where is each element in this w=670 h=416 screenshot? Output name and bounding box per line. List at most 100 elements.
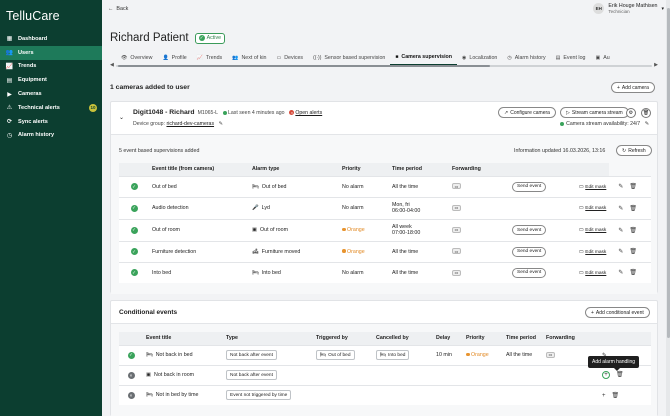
sidebar-item-trends[interactable]: 📈 Trends <box>0 60 102 74</box>
pencil-icon[interactable]: ✎ <box>602 352 607 359</box>
tab-scrollbar[interactable]: ◀ ▶ <box>110 62 658 68</box>
pencil-icon[interactable]: ✎ <box>218 121 223 127</box>
column-header: Priority <box>463 332 503 345</box>
scrollbar-thumb[interactable] <box>118 64 490 67</box>
sidebar-item-alarm-history[interactable]: ◷ Alarm history <box>0 129 102 143</box>
event-icon: 🛏 <box>146 392 153 399</box>
forwarding[interactable]: ▭ <box>449 240 509 262</box>
forwarding[interactable]: ▭ <box>449 218 509 241</box>
pencil-icon[interactable]: ✎ <box>618 184 624 190</box>
add-camera-button[interactable]: + Add camera <box>611 82 655 93</box>
tab-localization[interactable]: ◉ Localization <box>462 55 498 61</box>
device-group-link[interactable]: richard-dev-cameras <box>166 121 215 127</box>
tab-devices[interactable]: ▭ Devices <box>276 55 304 61</box>
tab-trends[interactable]: 📈 Trends <box>196 55 223 61</box>
tab-profile[interactable]: 👤 Profile <box>162 55 187 61</box>
trash-icon[interactable]: 🗑 <box>629 227 637 234</box>
plus-icon: + <box>591 309 594 316</box>
alarm-type: 🛏 Out of bed <box>249 175 339 197</box>
tab-alarm-history[interactable]: ◷ Alarm history <box>507 55 546 61</box>
forwarding[interactable]: ▭ <box>543 344 593 365</box>
tab-au[interactable]: ▣ Au <box>595 55 610 61</box>
stream-camera-button[interactable]: ▷ Stream camera stream <box>560 107 629 118</box>
trash-icon[interactable]: 🗑 <box>629 184 637 190</box>
plus-icon: + <box>617 84 620 91</box>
forwarding[interactable]: ▭ <box>449 261 509 283</box>
event-title: Audio detection <box>149 196 249 219</box>
sidebar-item-users[interactable]: 👥 Users <box>0 45 102 60</box>
trash-icon[interactable]: 🗑 <box>641 108 651 118</box>
edit-mask-link[interactable]: Edit mask <box>585 270 607 276</box>
pencil-icon[interactable]: ✎ <box>618 227 624 234</box>
forwarding[interactable]: ▭ <box>449 196 509 219</box>
forwarding[interactable] <box>543 364 593 385</box>
send-event-button[interactable]: Send event <box>512 225 547 235</box>
edit-mask-link[interactable]: Edit mask <box>585 184 607 190</box>
trash-icon[interactable]: 🗑 <box>629 270 637 277</box>
tab-event-log[interactable]: ▤ Event log <box>555 55 586 61</box>
sidebar-item-dashboard[interactable]: ▦ Dashboard <box>0 32 102 46</box>
user-menu[interactable]: EH Erik Houge Mathisen Technician ▾ <box>593 3 664 14</box>
open-alerts-link[interactable]: Open alerts <box>295 110 323 116</box>
chevron-down-icon[interactable]: ⌄ <box>119 115 125 121</box>
check-icon: ✓ <box>127 351 135 359</box>
pencil-icon[interactable]: ✎ <box>644 121 649 127</box>
cancelled-by <box>373 364 433 385</box>
event-title: Furniture detection <box>149 240 249 262</box>
trash-icon[interactable]: 🗑 <box>616 372 624 378</box>
tab-overview[interactable]: 👁 Overview <box>121 55 153 61</box>
send-event-button[interactable]: Send event <box>512 181 547 192</box>
sidebar-item-equipment[interactable]: ▤ Equipment <box>0 73 102 87</box>
delay <box>433 364 463 385</box>
refresh-button[interactable]: ↻ Refresh <box>616 145 652 156</box>
column-header: Event title <box>143 332 223 345</box>
tab-icon: 👁 <box>121 55 128 61</box>
page-scrollbar[interactable] <box>666 0 670 416</box>
add-conditional-event-button[interactable]: + Add conditional event <box>585 307 650 318</box>
pencil-icon[interactable]: ✎ <box>618 249 624 255</box>
check-icon: ✓ <box>130 204 138 212</box>
sidebar-item-technical-alerts[interactable]: ⚠ Technical alerts 10 <box>0 101 102 115</box>
send-event-button[interactable]: Send event <box>512 267 547 278</box>
check-icon: ✓ <box>130 269 138 277</box>
top-bar: ← Back EH Erik Houge Mathisen Technician… <box>102 0 670 20</box>
trash-icon[interactable]: 🗑 <box>611 392 620 399</box>
time-period: All the time <box>389 175 449 197</box>
edit-mask-link[interactable]: Edit mask <box>585 228 607 233</box>
send-event-button[interactable]: Send event <box>512 246 547 257</box>
trash-icon[interactable]: 🗑 <box>629 249 637 255</box>
edit-mask-link[interactable]: Edit mask <box>585 249 607 255</box>
priority <box>463 364 503 385</box>
tab-next-of-kin[interactable]: 👥 Next of kin <box>232 55 267 61</box>
tab-icon: ■ <box>395 54 399 60</box>
last-seen: Last seen 4 minutes ago <box>227 110 285 116</box>
table-row: × ▣ Not back in room Not back after event… <box>119 364 651 385</box>
forwarding[interactable] <box>543 384 593 405</box>
tab-bar: 👁 Overview 👤 Profile 📈 Trends 👥 Next of kin ▭ Dev… <box>102 50 670 65</box>
sidebar-item-sync-alerts[interactable]: ⟳ Sync alerts <box>0 115 102 129</box>
tab-icon: 👥 <box>232 55 239 61</box>
tab-sensor-based-supervision[interactable]: ((·)) Sensor based supervision <box>313 55 386 61</box>
scroll-left-icon[interactable]: ◀ <box>110 62 114 68</box>
sidebar-item-cameras[interactable]: ▶ Cameras <box>0 87 102 101</box>
triggered-by <box>313 384 373 405</box>
column-header: Forwarding <box>543 332 593 345</box>
settings-icon[interactable]: ⚙ <box>626 108 636 118</box>
scrollbar-thumb[interactable] <box>666 8 670 338</box>
configure-camera-button[interactable]: ↗ Configure camera <box>498 107 556 118</box>
forwarding[interactable]: ▭ <box>449 175 509 197</box>
trash-icon[interactable]: 🗑 <box>629 205 637 212</box>
event-table: Event title (from camera) Alarm type Prior… <box>119 163 651 283</box>
event-title: Out of room <box>149 218 249 241</box>
back-button[interactable]: ← Back <box>108 6 128 12</box>
alarm-type-icon: ▣ <box>252 227 258 233</box>
add-alarm-handling-icon[interactable]: + <box>602 392 606 399</box>
add-alarm-handling-icon[interactable]: + <box>602 371 610 379</box>
scroll-right-icon[interactable]: ▶ <box>654 62 658 68</box>
conditional-title: Conditional events <box>119 309 178 316</box>
pencil-icon[interactable]: ✎ <box>618 270 624 277</box>
pencil-icon[interactable]: ✎ <box>618 205 624 212</box>
edit-mask-link[interactable]: Edit mask <box>585 206 607 211</box>
sidebar-item-label: Dashboard <box>18 35 48 42</box>
column-header: Delay <box>433 332 463 345</box>
